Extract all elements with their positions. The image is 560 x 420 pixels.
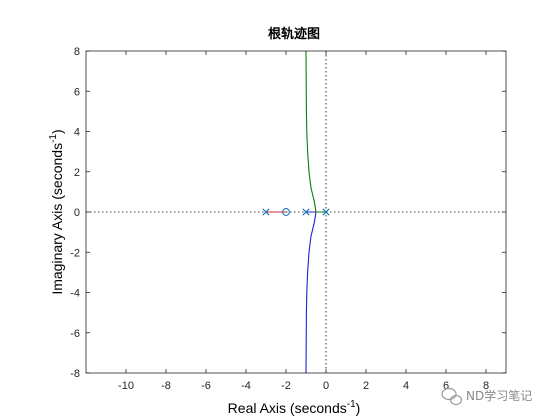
x-tick-label: 2 bbox=[363, 380, 369, 392]
watermark-text: ND学习笔记 bbox=[466, 388, 532, 403]
x-tick-label: -6 bbox=[201, 380, 211, 392]
x-tick-label: -2 bbox=[281, 380, 291, 392]
x-tick-label: -10 bbox=[118, 380, 134, 392]
y-tick-label: 4 bbox=[74, 127, 80, 139]
x-tick-label: 8 bbox=[483, 380, 489, 392]
chart-title: 根轨迹图 bbox=[268, 26, 320, 42]
y-tick-label: 8 bbox=[74, 46, 80, 58]
pole-marker bbox=[322, 208, 330, 216]
pole-marker bbox=[262, 208, 270, 216]
zero-reference-lines bbox=[86, 51, 506, 373]
x-axis-label: Real Axis (seconds-1) bbox=[228, 399, 361, 416]
axis-ticks: -10 -8 -6 -4 -2 0 2 4 6 8 -8 -6 -4 -2 0 2 4 6 8 bbox=[70, 46, 506, 392]
watermark: ND学习笔记 bbox=[441, 387, 532, 406]
x-axis-label-exponent: -1 bbox=[347, 399, 356, 410]
y-axis-label: Imaginary Axis (seconds-1) bbox=[48, 129, 65, 294]
locus-branch-3 bbox=[305, 50, 326, 213]
y-axis-label-text: Imaginary Axis (seconds bbox=[49, 143, 65, 295]
y-tick-label: 2 bbox=[74, 167, 80, 179]
y-tick-label: 6 bbox=[74, 86, 80, 98]
y-tick-label: 0 bbox=[74, 207, 80, 219]
x-tick-label: 6 bbox=[443, 380, 449, 392]
y-axis-label-exponent: -1 bbox=[48, 134, 59, 143]
pole-zero-markers bbox=[262, 208, 330, 216]
wechat-logo-icon bbox=[441, 387, 463, 406]
y-tick-label: -6 bbox=[70, 328, 80, 340]
x-tick-label: -8 bbox=[161, 380, 171, 392]
x-axis-label-text: Real Axis (seconds bbox=[228, 400, 347, 416]
x-tick-label: 0 bbox=[323, 380, 329, 392]
x-tick-label: 4 bbox=[403, 380, 409, 392]
y-tick-label: -4 bbox=[70, 288, 80, 300]
x-axis-label-close: ) bbox=[356, 400, 361, 416]
y-tick-label: -2 bbox=[70, 247, 80, 259]
zero-marker bbox=[282, 208, 290, 216]
locus-branch-2 bbox=[305, 211, 317, 374]
pole-marker bbox=[302, 208, 310, 216]
y-tick-label: -8 bbox=[70, 368, 80, 380]
y-axis-label-close: ) bbox=[49, 129, 65, 134]
locus-branches bbox=[266, 50, 326, 374]
x-tick-label: -4 bbox=[241, 380, 251, 392]
